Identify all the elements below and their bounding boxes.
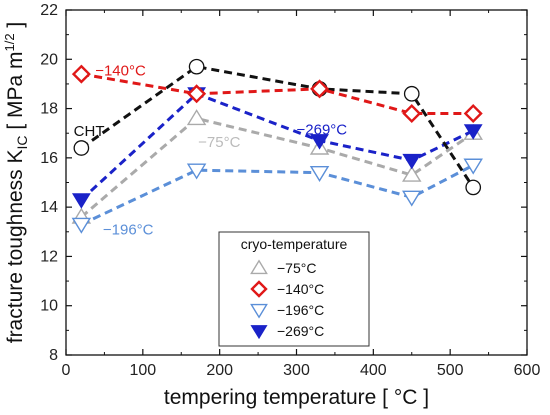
y-tick-label: 8: [49, 347, 58, 364]
series-140c-point: [463, 104, 483, 123]
y-axis-title-unit: [ MPa m: [4, 51, 27, 135]
series-196c-point-shape: [463, 158, 483, 175]
legend-marker-shape: [250, 325, 268, 340]
y-tick-label: 10: [40, 298, 58, 315]
series-cht-point: [465, 179, 482, 196]
legend-marker: [250, 259, 268, 275]
annotation-label: −75°C: [198, 134, 240, 151]
series-cht-point: [73, 140, 90, 156]
y-tick-label: 16: [40, 150, 58, 167]
series-196c-point: [71, 217, 92, 234]
series-140c: [71, 64, 483, 123]
x-tick-label: 0: [62, 362, 71, 379]
legend-marker-shape: [250, 280, 268, 298]
series-75c-point: [186, 109, 207, 126]
series-196c-point-shape: [71, 217, 92, 234]
series-269c-point: [463, 124, 483, 140]
legend-item: −196°C: [250, 302, 324, 319]
y-axis-title-sub: IC: [14, 135, 30, 149]
series-75c-point: [402, 165, 422, 182]
legend-marker: [250, 325, 268, 340]
annotation-label: CHT: [74, 123, 105, 140]
legend-box: [218, 231, 370, 347]
series-196c-point-shape: [186, 163, 207, 180]
annotations: −140°C CHT −75°C −269°C −196°C: [74, 62, 348, 238]
series-140c-point: [402, 104, 422, 123]
series-269c-point-shape: [71, 193, 91, 209]
legend-marker: [250, 280, 268, 298]
series-269c-point-shape: [310, 134, 329, 150]
series-140c-point: [71, 64, 91, 84]
series-layer: [71, 58, 483, 234]
annotation-label: −140°C: [95, 62, 146, 79]
y-tick-label: 20: [40, 51, 58, 68]
legend: cryo-temperature −75°C −140°C −196°C −269°C: [218, 231, 370, 347]
series-75c-point-shape: [186, 109, 207, 126]
series-75c-point-shape: [402, 165, 422, 182]
y-axis-title: fracture toughness KIC [ MPa m1/2 ]: [2, 22, 30, 344]
y-tick-label: 22: [40, 2, 58, 19]
y-tick-label: 14: [40, 199, 58, 216]
series-196c-point: [186, 163, 207, 180]
series-cht-point: [403, 85, 420, 102]
axis-ticks: 0 100 200 300 400 500 600 8 10 12 14 16 18 20 22: [40, 2, 540, 379]
legend-title: cryo-temperature: [241, 236, 348, 252]
legend-item: −269°C: [250, 323, 324, 340]
series-269c-point: [310, 134, 329, 150]
series-196c-point-shape: [402, 190, 422, 207]
series-140c-point: [187, 84, 207, 104]
series-cht-point: [188, 58, 205, 75]
x-tick-label: 500: [437, 362, 464, 379]
series-269c-point-shape: [402, 153, 422, 170]
legend-item: −75°C: [250, 259, 316, 276]
series-cht-point-shape: [73, 140, 90, 156]
legend-label: −140°C: [277, 281, 324, 297]
x-tick-label: 200: [206, 362, 233, 379]
series-196c-point: [402, 190, 422, 207]
series-140c-point-shape: [402, 104, 422, 123]
x-axis-title: tempering temperature [ °C ]: [164, 386, 429, 409]
series-140c-point-shape: [71, 64, 91, 84]
x-tick-label: 400: [360, 362, 387, 379]
series-140c-point-shape: [310, 79, 330, 99]
annotation-label: −269°C: [297, 122, 348, 139]
series-196c-point: [463, 158, 483, 175]
series-140c-point-shape: [463, 104, 483, 123]
series-140c-point-shape: [187, 84, 207, 104]
series-269c-point: [71, 193, 91, 209]
legend-label: −269°C: [277, 323, 324, 339]
series-cht-point-shape: [188, 58, 205, 75]
y-axis-title-main: fracture toughness K: [4, 149, 27, 343]
series-196c: [71, 158, 483, 234]
series-196c-point-shape: [309, 165, 330, 182]
legend-marker-shape: [250, 303, 268, 319]
series-cht-point-shape: [465, 179, 482, 196]
series-269c-point-shape: [463, 124, 483, 140]
x-tick-label: 600: [514, 362, 541, 379]
series-269c-point: [402, 153, 422, 170]
series-140c-point: [310, 79, 330, 99]
y-tick-label: 18: [40, 101, 58, 118]
series-cht-point-shape: [403, 85, 420, 102]
legend-marker: [250, 303, 268, 319]
x-tick-label: 300: [283, 362, 310, 379]
y-tick-label: 12: [40, 248, 58, 265]
annotation-label: −196°C: [103, 221, 154, 238]
legend-label: −196°C: [277, 302, 324, 318]
legend-label: −75°C: [277, 260, 316, 276]
y-axis-title-close: ]: [4, 22, 27, 34]
legend-item: −140°C: [250, 280, 324, 298]
y-axis-title-sup: 1/2: [2, 33, 17, 51]
x-tick-label: 100: [129, 362, 156, 379]
series-196c-point: [309, 165, 330, 182]
legend-marker-shape: [250, 259, 268, 275]
